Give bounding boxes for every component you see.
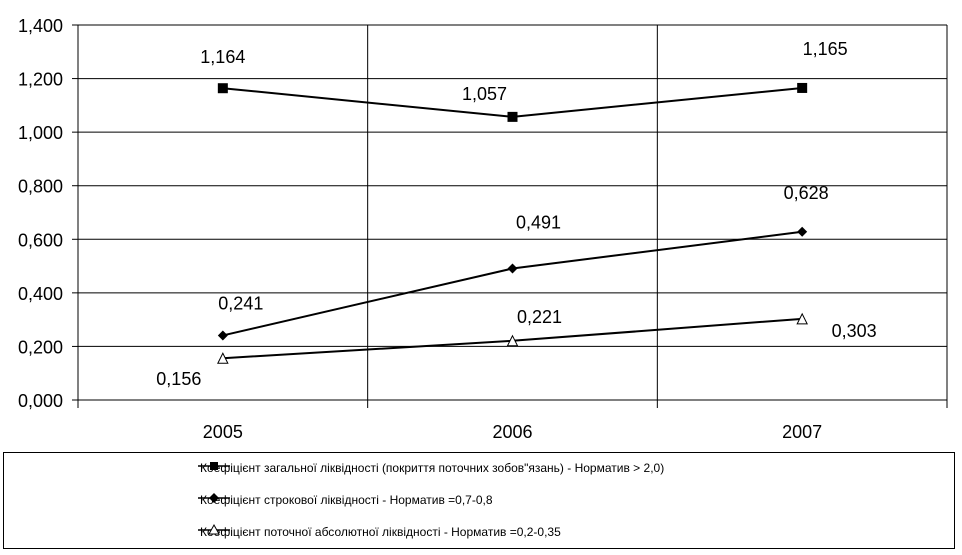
x-tick-label: 2005 xyxy=(203,422,243,442)
data-point-diamond xyxy=(217,330,228,341)
data-label: 0,221 xyxy=(517,307,562,327)
series-line-2 xyxy=(222,230,803,337)
x-tick-label: 2006 xyxy=(492,422,532,442)
data-label: 1,164 xyxy=(200,47,245,67)
y-tick-label: 0,000 xyxy=(18,391,63,411)
y-tick-label: 0,200 xyxy=(18,337,63,357)
legend-label-series-1: Коефіцієнт загальної ліквідності (покрит… xyxy=(200,461,665,475)
data-point-diamond xyxy=(507,263,518,274)
data-point-diamond xyxy=(797,226,808,237)
legend-label-series-3: Коефіцієнт поточної абсолютної ліквіднос… xyxy=(200,525,561,539)
legend-entry-series-3: Коефіцієнт поточної абсолютної ліквіднос… xyxy=(198,522,561,542)
data-label: 0,156 xyxy=(156,369,201,389)
data-point-square xyxy=(797,82,808,93)
data-label: 0,628 xyxy=(784,183,829,203)
legend-entry-series-2: Коефіцієнт строкової ліквідності - Норма… xyxy=(198,490,493,510)
y-tick-label: 1,200 xyxy=(18,70,63,90)
data-label: 0,241 xyxy=(218,293,263,313)
data-label: 1,057 xyxy=(462,84,507,104)
square-marker-icon xyxy=(198,462,230,470)
data-label: 0,491 xyxy=(516,212,561,232)
data-label: 1,165 xyxy=(803,39,848,59)
diamond-marker-icon xyxy=(198,493,230,503)
y-tick-label: 1,000 xyxy=(18,123,63,143)
data-label: 0,303 xyxy=(832,321,877,341)
data-point-triangle xyxy=(217,352,229,364)
legend-label-series-2: Коефіцієнт строкової ліквідності - Норма… xyxy=(200,493,493,507)
y-tick-label: 0,600 xyxy=(18,230,63,250)
grid-lines xyxy=(78,24,947,401)
data-point-square xyxy=(507,111,518,122)
x-tick-label: 2007 xyxy=(782,422,822,442)
y-tick-label: 0,800 xyxy=(18,177,63,197)
data-point-triangle xyxy=(796,312,808,325)
y-tick-label: 1,400 xyxy=(18,16,63,36)
data-point-triangle xyxy=(506,334,519,347)
y-tick-label: 0,400 xyxy=(18,284,63,304)
legend-entry-series-1: Коефіцієнт загальної ліквідності (покрит… xyxy=(198,458,664,478)
data-point-square xyxy=(217,83,228,94)
legend: Коефіцієнт загальної ліквідності (покрит… xyxy=(3,452,955,549)
triangle-marker-icon xyxy=(198,523,230,535)
